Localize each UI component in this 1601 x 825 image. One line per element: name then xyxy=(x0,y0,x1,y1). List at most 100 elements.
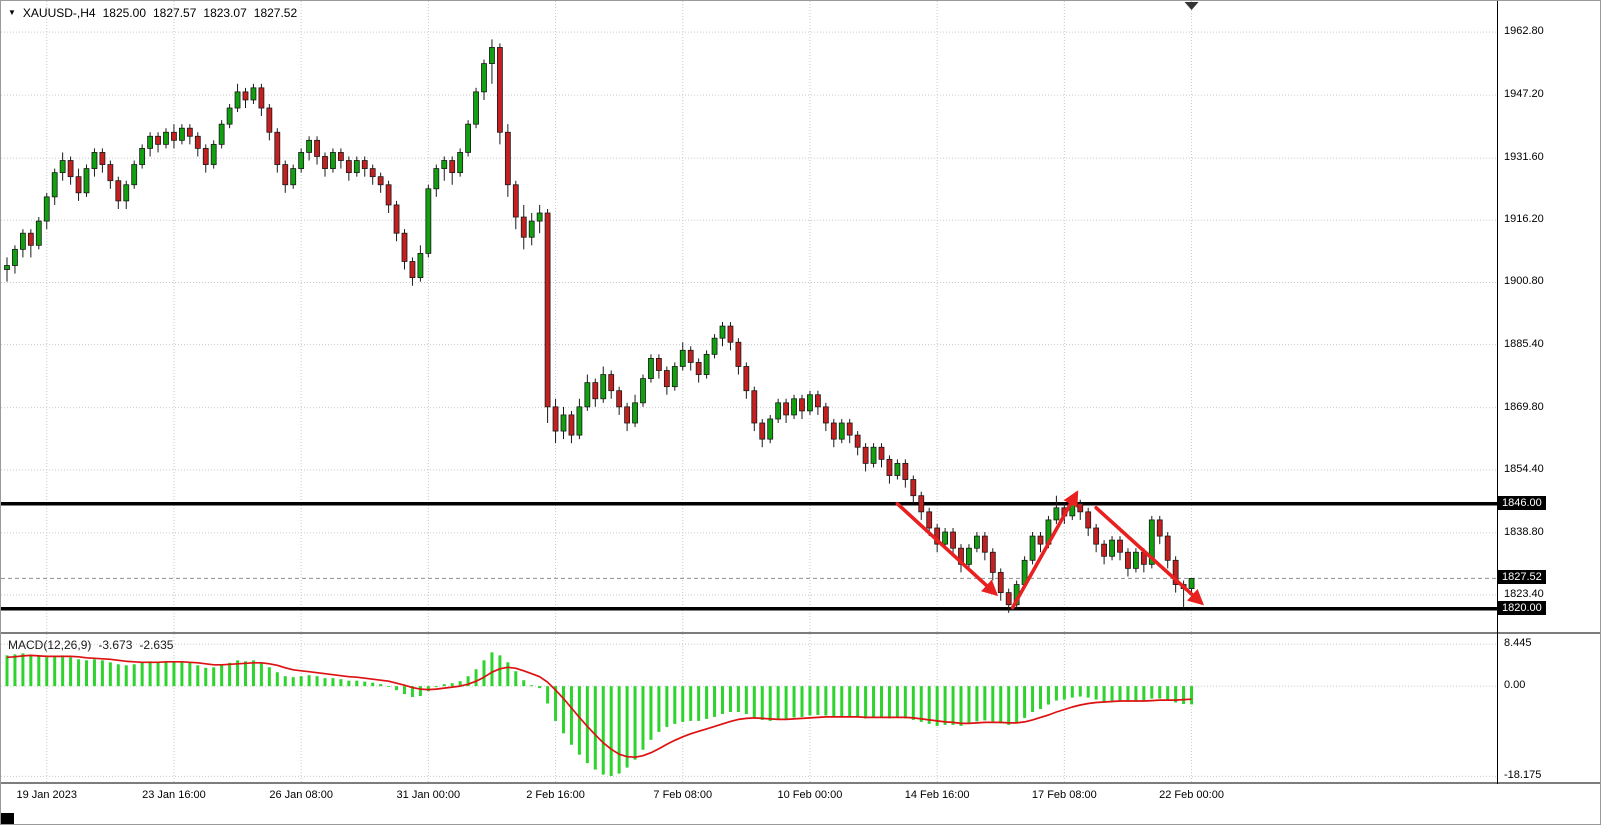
ohlc-close: 1827.52 xyxy=(253,6,298,20)
macd-bar xyxy=(832,686,836,717)
candle-body xyxy=(679,349,686,367)
macd-bar xyxy=(458,681,462,687)
candle-body xyxy=(457,152,464,174)
candle-body xyxy=(504,131,511,186)
macd-bar xyxy=(164,661,168,687)
candle-body xyxy=(433,168,440,190)
candle-body xyxy=(337,152,344,161)
symbol-dropdown-icon[interactable]: ▼ xyxy=(8,8,16,17)
candle-body xyxy=(306,139,313,153)
macd-bar xyxy=(649,686,653,740)
candle-body xyxy=(528,220,535,238)
candle-body xyxy=(608,374,615,392)
candle-body xyxy=(759,422,766,440)
candle-body xyxy=(282,164,289,186)
price-axis-label: 1885.40 xyxy=(1504,337,1544,350)
candle-body xyxy=(465,123,472,153)
macd-bar xyxy=(53,656,57,687)
candle-body xyxy=(35,220,42,246)
macd-bar xyxy=(776,686,780,720)
candle-body xyxy=(576,406,583,436)
time-axis[interactable]: 19 Jan 2023 23 Jan 16:00 26 Jan 08:00 31 Ja… xyxy=(1,784,1498,810)
candle-body xyxy=(592,382,599,400)
candle-body xyxy=(322,156,328,169)
macd-bar xyxy=(625,686,629,768)
macd-bar xyxy=(538,686,542,689)
candle-body xyxy=(1109,539,1115,557)
macd-bar xyxy=(1126,686,1130,702)
candle-body xyxy=(671,366,678,388)
candle-body xyxy=(194,135,201,149)
macd-chart-canvas[interactable] xyxy=(1,634,1497,783)
time-axis-label: 14 Feb 16:00 xyxy=(904,789,970,801)
macd-title-bar: MACD(12,26,9) -3.673 -2.635 xyxy=(8,638,173,652)
chart-shift-marker-icon[interactable] xyxy=(1184,2,1199,10)
candle-body xyxy=(1133,551,1139,569)
macd-bar xyxy=(681,686,685,722)
macd-bar xyxy=(1046,686,1050,705)
price-axis-label: 1931.60 xyxy=(1504,151,1544,164)
price-axis-border xyxy=(1497,1,1498,784)
trend-arrow[interactable] xyxy=(1010,490,1079,610)
candle-body xyxy=(489,47,495,64)
time-axis-label: 22 Feb 00:00 xyxy=(1159,789,1224,801)
macd-bar xyxy=(856,686,860,718)
candle-body xyxy=(202,147,209,165)
candle-body xyxy=(1125,551,1131,569)
candle-body xyxy=(330,152,336,169)
candle-body xyxy=(290,168,297,186)
candle-body xyxy=(568,414,575,436)
price-axis-label: 1823.40 xyxy=(1504,588,1544,601)
candle-body xyxy=(1037,535,1044,545)
candle-body xyxy=(314,139,320,157)
macd-bar xyxy=(562,686,565,734)
trend-arrow[interactable] xyxy=(1094,506,1205,606)
candle-body xyxy=(401,232,408,262)
candle-body xyxy=(1029,535,1036,561)
macd-bar xyxy=(124,665,128,687)
candle-body xyxy=(703,353,710,375)
macd-bar xyxy=(633,686,637,760)
macd-bar xyxy=(1102,686,1106,702)
macd-bar xyxy=(482,660,486,687)
trend-arrow[interactable] xyxy=(895,501,999,597)
panel-splitter-macd-timeaxis[interactable] xyxy=(1,782,1600,784)
panel-splitter-main-macd[interactable] xyxy=(1,632,1600,634)
macd-bar xyxy=(299,676,303,687)
candle-body xyxy=(767,418,774,440)
macd-bar xyxy=(498,655,502,687)
candle-body xyxy=(385,184,392,206)
macd-bar xyxy=(784,686,788,719)
candle-body xyxy=(131,164,138,186)
candle-body xyxy=(878,446,885,460)
candle-body xyxy=(481,63,487,93)
candle-body xyxy=(536,212,543,222)
candle-body xyxy=(600,374,607,400)
price-axis[interactable]: 1962.80 1947.20 1931.60 1916.20 1900.80 1885.… xyxy=(1498,1,1600,784)
macd-bar xyxy=(69,657,73,687)
macd-bar xyxy=(1174,686,1178,703)
macd-bar xyxy=(577,686,581,755)
macd-bar xyxy=(665,686,669,727)
candle-body xyxy=(353,160,360,174)
macd-bar xyxy=(903,686,907,719)
macd-bar xyxy=(744,686,748,714)
macd-bar xyxy=(1070,686,1074,698)
candle-body xyxy=(1077,503,1084,513)
macd-bar xyxy=(641,686,645,750)
macd-bar xyxy=(991,686,995,722)
macd-bar xyxy=(1134,686,1138,701)
macd-bar xyxy=(450,683,454,687)
macd-bar xyxy=(506,662,510,687)
macd-bar xyxy=(713,686,717,717)
time-axis-label: 17 Feb 08:00 xyxy=(1031,789,1097,801)
candle-body xyxy=(226,107,233,125)
time-axis-label: 7 Feb 08:00 xyxy=(653,789,713,801)
ohlc-open: 1825.00 xyxy=(102,6,146,20)
candle-body xyxy=(1053,507,1060,521)
macd-bar xyxy=(911,686,915,720)
hline-price-tag: 1846.00 xyxy=(1498,495,1546,510)
candle-body xyxy=(846,422,853,436)
price-chart-canvas[interactable] xyxy=(1,1,1497,633)
